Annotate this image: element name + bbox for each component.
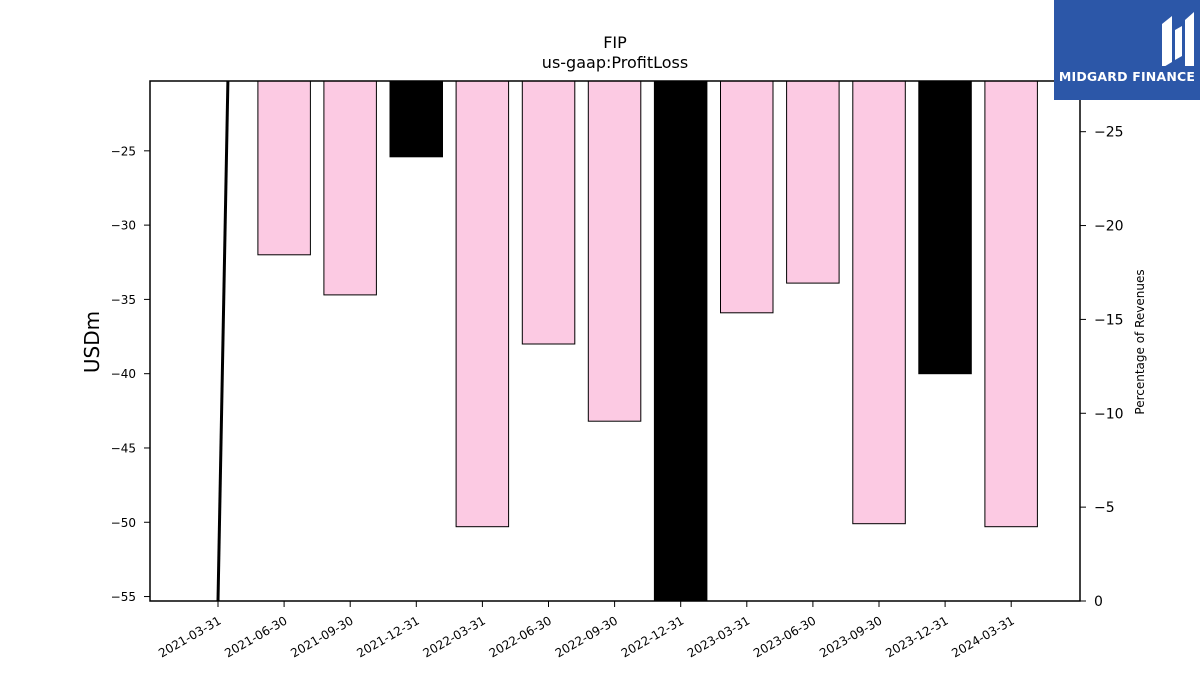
y-tick-label: −50 (111, 516, 136, 530)
y2-tick-label: −10 (1094, 406, 1124, 422)
y2-tick-label: −5 (1094, 500, 1115, 516)
y-tick-label: −25 (111, 144, 136, 158)
midgard-logo-icon (1162, 12, 1194, 66)
chart-subtitle: us-gaap:ProfitLoss (542, 53, 688, 72)
y-tick-label: −45 (111, 441, 136, 455)
x-tick-label: 2024-03-31 (949, 613, 1016, 660)
x-tick-label: 2022-09-30 (553, 613, 620, 660)
y2-tick-label: −15 (1094, 312, 1124, 328)
x-tick-label: 2023-06-30 (751, 613, 818, 660)
bar-2022-09-30 (587, 80, 642, 422)
bar-2021-06-30 (257, 80, 311, 256)
bar-2022-12-31 (653, 80, 708, 602)
x-tick-label: 2021-03-31 (156, 613, 223, 660)
y2-axis-label: Percentage of Revenues (1133, 269, 1147, 414)
x-tick-label: 2021-12-31 (354, 613, 421, 660)
y-tick-label: −30 (111, 219, 136, 233)
logo-text: MIDGARD FINANCE (1058, 69, 1196, 84)
y2-tick-label: −20 (1094, 219, 1124, 235)
bar-2024-03-31 (984, 80, 1038, 528)
midgard-finance-logo: MIDGARD FINANCE (1054, 0, 1200, 100)
x-tick-label: 2022-12-31 (619, 613, 686, 660)
bar-2023-03-31 (720, 80, 774, 314)
y-tick-label: −35 (111, 293, 136, 307)
x-tick-label: 2023-03-31 (685, 613, 752, 660)
x-tick-label: 2022-03-31 (420, 613, 487, 660)
x-tick-label: 2023-12-31 (883, 613, 950, 660)
y2-tick-label: −25 (1094, 125, 1124, 141)
x-tick-label: 2022-06-30 (487, 613, 554, 660)
bar-2022-03-31 (455, 80, 510, 528)
bar-2021-09-30 (323, 80, 377, 296)
y2-tick-label: 0 (1094, 594, 1103, 610)
bar-2022-06-30 (521, 80, 576, 345)
x-tick-label: 2021-09-30 (288, 613, 355, 660)
bar-2021-12-31 (389, 80, 443, 158)
y-tick-label: −55 (111, 590, 136, 604)
pct-revenue-line (216, 80, 230, 602)
x-tick-label: 2021-06-30 (222, 613, 289, 660)
y-axis-label: USDm (80, 311, 104, 373)
bar-2023-06-30 (786, 80, 840, 284)
y-tick-label: −40 (111, 367, 136, 381)
x-tick-label: 2023-09-30 (817, 613, 884, 660)
chart-title: FIP (603, 33, 627, 52)
bar-2023-09-30 (852, 80, 906, 525)
bar-2023-12-31 (918, 80, 972, 375)
